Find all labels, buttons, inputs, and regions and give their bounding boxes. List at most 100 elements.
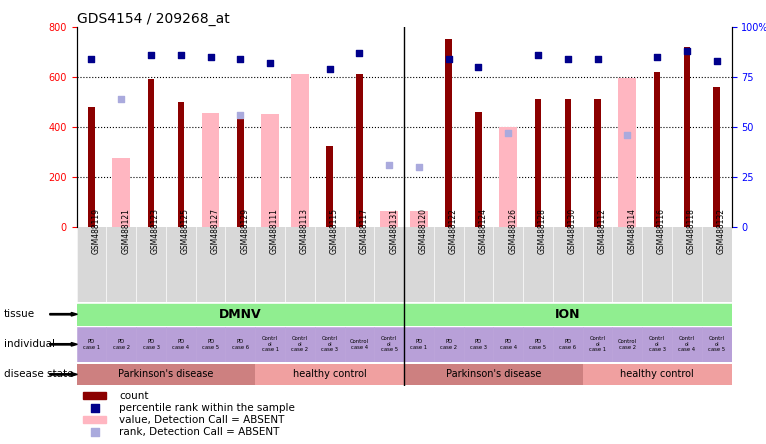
Text: PD
case 2: PD case 2: [113, 339, 129, 349]
Bar: [375, 327, 404, 362]
Bar: [315, 327, 345, 362]
Text: GSM488129: GSM488129: [241, 208, 249, 254]
Point: [175, 51, 187, 58]
Point: [145, 51, 157, 58]
Bar: [255, 327, 285, 362]
Bar: [261, 115, 279, 227]
Text: GSM488130: GSM488130: [568, 208, 577, 254]
Point: [323, 65, 336, 72]
Text: GSM488132: GSM488132: [717, 208, 725, 254]
Bar: [565, 99, 571, 227]
Text: Contrl
ol
case 5: Contrl ol case 5: [708, 337, 725, 352]
Text: percentile rank within the sample: percentile rank within the sample: [119, 403, 295, 412]
Text: Contrl
ol
case 5: Contrl ol case 5: [381, 337, 398, 352]
Point: [115, 95, 127, 103]
Text: GSM488124: GSM488124: [479, 208, 487, 254]
Point: [89, 404, 101, 411]
Bar: [618, 78, 637, 227]
Text: GSM488121: GSM488121: [121, 208, 130, 254]
Bar: [642, 327, 672, 362]
Bar: [499, 127, 517, 227]
Point: [443, 55, 455, 62]
Point: [234, 55, 247, 62]
Bar: [404, 304, 732, 325]
Text: Contrl
ol
case 1: Contrl ol case 1: [261, 337, 279, 352]
Bar: [404, 327, 434, 362]
Text: PD
case 6: PD case 6: [559, 339, 576, 349]
Text: GSM488118: GSM488118: [687, 208, 696, 254]
Bar: [523, 327, 553, 362]
Text: GSM488119: GSM488119: [91, 208, 100, 254]
Point: [591, 55, 604, 62]
Bar: [713, 87, 720, 227]
Bar: [493, 327, 523, 362]
Text: GSM488115: GSM488115: [329, 208, 339, 254]
Point: [205, 53, 217, 60]
Text: GSM488128: GSM488128: [538, 208, 547, 254]
Bar: [237, 115, 244, 227]
Bar: [195, 327, 225, 362]
Text: Contrl
ol
case 3: Contrl ol case 3: [321, 337, 338, 352]
Bar: [178, 102, 184, 227]
Bar: [106, 327, 136, 362]
Point: [502, 129, 515, 136]
Text: PD
case 3: PD case 3: [142, 339, 159, 349]
Text: PD
case 3: PD case 3: [470, 339, 487, 349]
Point: [561, 55, 574, 62]
Bar: [326, 146, 333, 227]
Bar: [201, 113, 220, 227]
Text: PD
case 2: PD case 2: [440, 339, 457, 349]
Text: GSM488126: GSM488126: [509, 208, 517, 254]
Bar: [583, 327, 613, 362]
Bar: [148, 79, 154, 227]
Text: GSM488122: GSM488122: [449, 208, 458, 254]
Point: [353, 49, 365, 56]
Point: [264, 59, 277, 66]
Point: [473, 63, 485, 70]
Text: GSM488120: GSM488120: [419, 208, 428, 254]
Point: [89, 428, 101, 435]
Text: rank, Detection Call = ABSENT: rank, Detection Call = ABSENT: [119, 427, 280, 436]
Bar: [654, 72, 660, 227]
Bar: [356, 74, 362, 227]
Bar: [434, 327, 463, 362]
Bar: [291, 74, 309, 227]
Bar: [255, 364, 404, 385]
Text: PD
case 5: PD case 5: [529, 339, 547, 349]
Text: GSM488123: GSM488123: [151, 208, 160, 254]
Bar: [345, 327, 375, 362]
Text: disease state: disease state: [4, 369, 74, 379]
Text: PD
case 4: PD case 4: [499, 339, 517, 349]
Bar: [583, 364, 732, 385]
Bar: [83, 392, 106, 399]
Text: DMNV: DMNV: [219, 308, 262, 321]
Bar: [613, 327, 642, 362]
Text: Parkinson's disease: Parkinson's disease: [446, 369, 541, 379]
Text: Parkinson's disease: Parkinson's disease: [118, 369, 214, 379]
Bar: [672, 327, 702, 362]
Text: PD
case 6: PD case 6: [232, 339, 249, 349]
Bar: [594, 99, 601, 227]
Point: [651, 53, 663, 60]
Text: value, Detection Call = ABSENT: value, Detection Call = ABSENT: [119, 415, 284, 424]
Bar: [683, 47, 690, 227]
Text: tissue: tissue: [4, 309, 35, 319]
Bar: [285, 327, 315, 362]
Text: Control
case 4: Control case 4: [350, 339, 369, 349]
Text: GSM488112: GSM488112: [597, 208, 607, 254]
Text: Contrl
ol
case 1: Contrl ol case 1: [589, 337, 606, 352]
Text: GSM488125: GSM488125: [181, 208, 190, 254]
Bar: [535, 99, 542, 227]
Bar: [463, 327, 493, 362]
Bar: [77, 327, 106, 362]
Text: count: count: [119, 391, 149, 400]
Point: [711, 57, 723, 64]
Text: PD
case 4: PD case 4: [172, 339, 189, 349]
Bar: [225, 327, 255, 362]
Bar: [77, 364, 255, 385]
Bar: [83, 416, 106, 423]
Bar: [136, 327, 166, 362]
Bar: [88, 107, 95, 227]
Point: [413, 163, 425, 170]
Point: [681, 47, 693, 54]
